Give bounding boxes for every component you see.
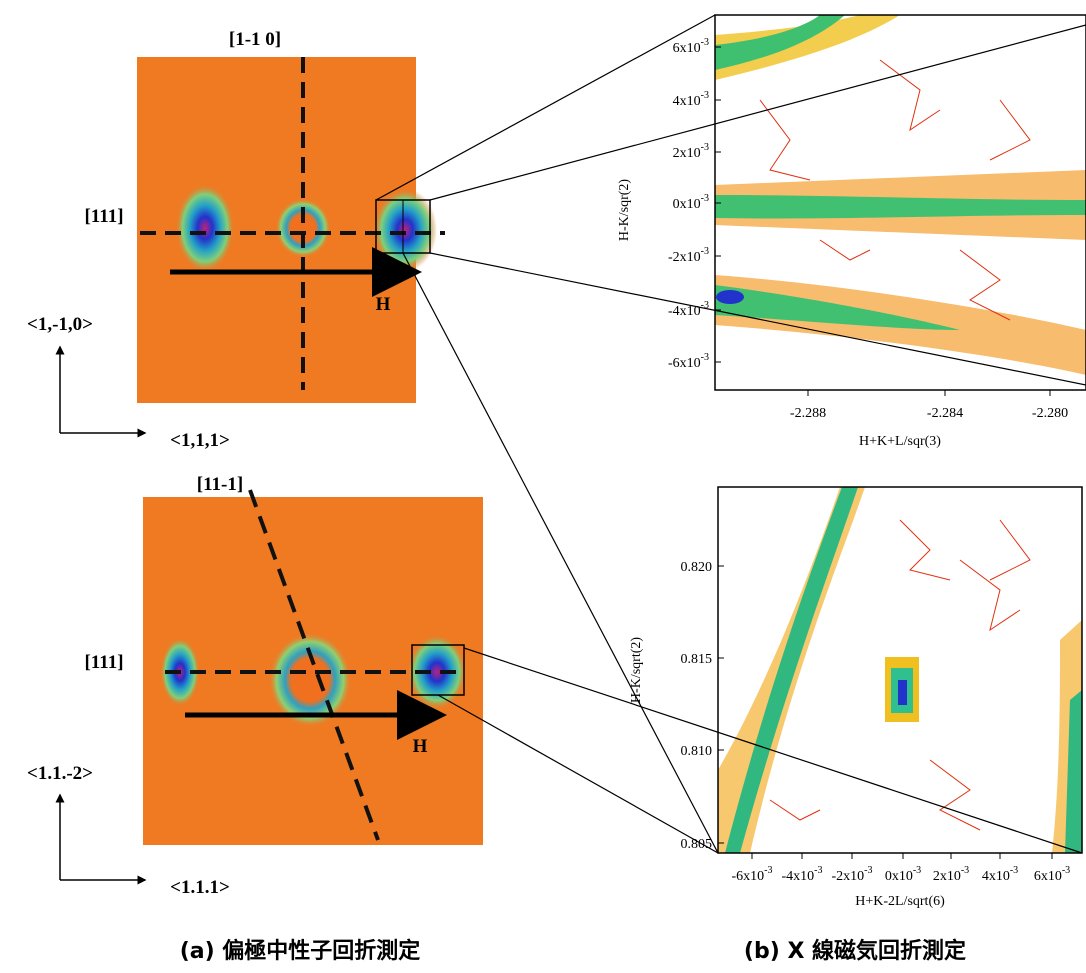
tick-exponent: -3 [913, 865, 921, 876]
tick-base: 6x10 [1034, 869, 1062, 884]
tick-exponent: -3 [701, 246, 709, 257]
tick-base: 4x10 [982, 869, 1010, 884]
tick-exponent: -3 [764, 865, 772, 876]
tick-exponent: -3 [864, 865, 872, 876]
tick-exponent: -3 [814, 865, 822, 876]
tick-exponent: -3 [701, 142, 709, 153]
tick-base: 0.815 [681, 652, 713, 667]
tick-label: 0.810 [681, 744, 713, 759]
tick-base: -6x10 [731, 869, 764, 884]
tick-base: -2x10 [831, 869, 864, 884]
tick-label: 0.820 [681, 560, 713, 575]
tick-label: 0x10-3 [673, 193, 709, 212]
tick-label: -2.284 [927, 406, 963, 421]
tick-base: 2x10 [673, 146, 701, 161]
tick-label: 4x10-3 [673, 90, 709, 109]
tick-label: -2x10-3 [668, 246, 709, 265]
contour-plot [718, 487, 1082, 853]
tick-label: 0x10-3 [885, 865, 921, 884]
contour-peak [716, 290, 744, 304]
tick-exponent: -3 [701, 90, 709, 101]
tick-base: 2x10 [933, 869, 961, 884]
tick-base: -2x10 [668, 250, 701, 265]
tick-exponent: -3 [701, 37, 709, 48]
tick-label: -2.280 [1032, 406, 1068, 421]
arrow-label: H [413, 736, 428, 757]
tick-base: 6x10 [673, 41, 701, 56]
x-axis-title: H+K+L/sqr(3) [859, 434, 941, 449]
axis-label: <1.1.1> [170, 877, 230, 898]
tick-base: -4x10 [781, 869, 814, 884]
tick-label: -2x10-3 [831, 865, 872, 884]
tick-base: -2.280 [1032, 406, 1068, 421]
tick-exponent: -3 [1010, 865, 1018, 876]
axis-label: <1,1,1> [170, 430, 230, 451]
x-axis-title: H+K-2L/sqrt(6) [855, 894, 945, 909]
tick-label: -4x10-3 [668, 300, 709, 319]
spot [175, 183, 235, 273]
tick-base: -2.284 [927, 406, 963, 421]
tick-label: 4x10-3 [982, 865, 1018, 884]
tick-base: 0x10 [673, 197, 701, 212]
spot-label: [111] [84, 206, 123, 227]
tick-label: 6x10-3 [673, 37, 709, 56]
tick-label: -6x10-3 [731, 865, 772, 884]
tick-base: -6x10 [668, 356, 701, 371]
tick-label: 2x10-3 [673, 142, 709, 161]
tick-exponent: -3 [701, 352, 709, 363]
tick-label: -4x10-3 [781, 865, 822, 884]
tick-exponent: -3 [701, 193, 709, 204]
contour-peak [898, 680, 907, 705]
contour-plot [715, 15, 1086, 390]
tick-exponent: -3 [701, 300, 709, 311]
y-axis-title: H-K/sqrt(2) [629, 637, 644, 703]
tick-label: 0.815 [681, 652, 713, 667]
figure: [1-1 0] [111] H <1,-1,0> <1,1,1> [11-1] [111] H… [0, 0, 1086, 973]
tick-label: -6x10-3 [668, 352, 709, 371]
tick-exponent: -3 [1062, 865, 1070, 876]
caption: (b) X 線磁気回折測定 [744, 938, 966, 964]
axis-label: <1.1.-2> [27, 763, 93, 784]
tick-base: -2.288 [790, 406, 826, 421]
tick-base: 0.805 [681, 837, 713, 852]
tick-base: 0x10 [885, 869, 913, 884]
tick-label: 2x10-3 [933, 865, 969, 884]
axis-label: <1,-1,0> [27, 314, 93, 335]
tick-label: 6x10-3 [1034, 865, 1070, 884]
y-axis-title: H-K/sqr(2) [617, 179, 632, 242]
tick-exponent: -3 [961, 865, 969, 876]
tick-base: 0.810 [681, 744, 713, 759]
direction-label: [1-1 0] [229, 29, 281, 50]
tick-base: 0.820 [681, 560, 713, 575]
spot-label: [111] [84, 652, 123, 673]
tick-base: 4x10 [673, 94, 701, 109]
tick-base: -4x10 [668, 304, 701, 319]
caption: (a) 偏極中性子回折測定 [180, 938, 421, 964]
tick-label: -2.288 [790, 406, 826, 421]
arrow-label: H [376, 294, 391, 315]
tick-label: 0.805 [681, 837, 713, 852]
zoom-line [376, 15, 715, 200]
direction-label: [11-1] [197, 474, 243, 495]
